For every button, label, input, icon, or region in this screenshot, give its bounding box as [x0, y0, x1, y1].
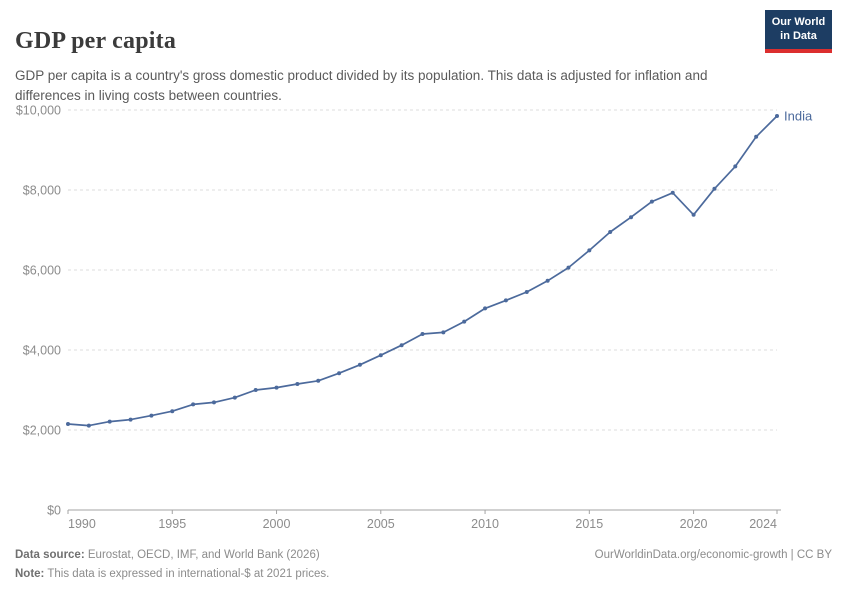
page-title: GDP per capita — [15, 28, 177, 55]
data-point[interactable] — [483, 306, 488, 311]
data-point[interactable] — [149, 413, 154, 418]
owid-url-link[interactable]: OurWorldinData.org/economic-growth | CC … — [594, 549, 832, 561]
data-point[interactable] — [420, 332, 425, 336]
x-tick-label: 2005 — [367, 517, 395, 531]
note-label: Note: — [15, 568, 45, 580]
data-point[interactable] — [754, 134, 759, 139]
y-tick-label: $0 — [47, 504, 61, 518]
data-point[interactable] — [128, 417, 133, 422]
data-point[interactable] — [545, 278, 550, 283]
chart-subtitle: GDP per capita is a country's gross dome… — [15, 67, 708, 103]
data-point[interactable] — [608, 230, 613, 234]
owid-logo-red-bar — [765, 48, 832, 53]
data-point[interactable] — [649, 199, 654, 204]
chart-area: $0 $2,000 $4,000 $6,000 $8,000 $10,000 1990 199… — [0, 95, 850, 550]
x-tick-label: 2020 — [680, 517, 708, 531]
data-point[interactable] — [524, 290, 529, 294]
gdp-line-chart: $0 $2,000 $4,000 $6,000 $8,000 $10,000 1990 199… — [16, 104, 813, 532]
data-point[interactable] — [441, 330, 446, 335]
data-point[interactable] — [378, 353, 383, 358]
data-point[interactable] — [566, 265, 571, 270]
data-point[interactable] — [587, 248, 592, 253]
data-point[interactable] — [274, 385, 279, 390]
data-point[interactable] — [66, 422, 70, 426]
data-point[interactable] — [170, 409, 175, 414]
data-point[interactable] — [253, 388, 258, 392]
y-tick-label: $6,000 — [23, 264, 61, 278]
x-tick-label: 2000 — [263, 517, 291, 531]
data-point[interactable] — [399, 343, 404, 348]
y-tick-label: $4,000 — [23, 344, 61, 358]
x-tick-label: 1995 — [158, 517, 186, 531]
data-point[interactable] — [691, 212, 696, 217]
data-source-text: Eurostat, OECD, IMF, and World Bank (202… — [87, 549, 320, 561]
x-tick-label: 1990 — [68, 517, 96, 531]
data-point[interactable] — [316, 378, 321, 383]
data-point[interactable] — [775, 114, 779, 118]
footer-left: Data source: Eurostat, OECD, IMF, and Wo… — [15, 546, 329, 584]
data-point[interactable] — [357, 362, 362, 367]
data-point[interactable] — [503, 298, 508, 303]
owid-logo-box: Our World in Data — [765, 10, 832, 49]
data-point[interactable] — [86, 423, 91, 428]
y-tick-label: $10,000 — [16, 104, 61, 118]
data-point[interactable] — [191, 402, 196, 407]
x-tick-label: 2015 — [575, 517, 603, 531]
data-point[interactable] — [670, 190, 675, 195]
data-point[interactable] — [712, 186, 717, 191]
data-point[interactable] — [733, 164, 738, 169]
trend-line[interactable] — [67, 115, 778, 427]
series-end-label[interactable]: India — [784, 109, 813, 124]
data-point[interactable] — [462, 319, 467, 324]
data-source-line: Data source: Eurostat, OECD, IMF, and Wo… — [15, 546, 329, 565]
data-point[interactable] — [107, 419, 112, 424]
data-point[interactable] — [295, 382, 300, 386]
y-tick-label: $8,000 — [23, 184, 61, 198]
note-text: This data is expressed in international-… — [47, 568, 330, 580]
data-point[interactable] — [232, 395, 237, 400]
data-point[interactable] — [629, 215, 634, 220]
chart-footer: Data source: Eurostat, OECD, IMF, and Wo… — [15, 546, 832, 584]
data-point[interactable] — [337, 371, 342, 376]
data-source-label: Data source: — [15, 549, 85, 561]
x-tick-label: 2024 — [749, 517, 777, 531]
owid-logo-line1: Our World — [771, 16, 826, 28]
owid-logo-line2: in Data — [780, 29, 817, 42]
data-point[interactable] — [211, 400, 216, 405]
y-tick-label: $2,000 — [23, 424, 61, 438]
x-tick-label: 2010 — [471, 517, 499, 531]
note-line: Note: This data is expressed in internat… — [15, 565, 329, 584]
owid-logo[interactable]: Our World in Data — [765, 10, 832, 53]
